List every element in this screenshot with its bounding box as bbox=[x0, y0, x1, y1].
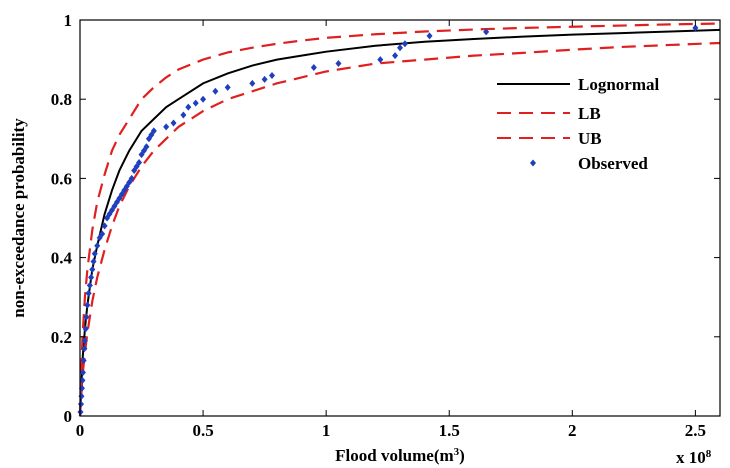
y-tick-label: 0.4 bbox=[51, 249, 73, 268]
observed-point bbox=[150, 127, 157, 135]
observed-point bbox=[170, 119, 177, 127]
x-tick-label: 1 bbox=[322, 421, 331, 440]
observed-point bbox=[180, 111, 187, 119]
observed-point bbox=[483, 28, 490, 36]
observed-point bbox=[101, 222, 108, 230]
series-line-ub bbox=[78, 22, 721, 417]
observed-point bbox=[79, 376, 86, 384]
observed-point bbox=[82, 325, 89, 333]
observed-point bbox=[90, 258, 97, 266]
observed-point bbox=[99, 230, 106, 238]
observed-point bbox=[335, 60, 342, 68]
y-tick-label: 0.8 bbox=[51, 90, 72, 109]
x-axis-label-superscript: 3 bbox=[454, 446, 460, 458]
observed-markers-layer bbox=[77, 24, 699, 416]
x-tick-label: 0 bbox=[76, 421, 85, 440]
observed-point bbox=[128, 174, 135, 182]
observed-point bbox=[136, 159, 143, 167]
ticks-layer: 0 0.5 1 1.5 2 2.5 0 0.2 0.4 0.6 0.8 1 bbox=[51, 11, 720, 440]
observed-point bbox=[401, 40, 408, 48]
legend-label-ub: UB bbox=[578, 129, 602, 148]
series-line-lb bbox=[78, 41, 721, 417]
observed-point bbox=[269, 71, 275, 79]
observed-point bbox=[94, 242, 101, 250]
observed-point bbox=[79, 368, 86, 376]
legend: Lognormal LB UB Observed bbox=[497, 75, 660, 173]
observed-point bbox=[77, 400, 84, 408]
y-tick-label: 1 bbox=[64, 11, 73, 30]
observed-point bbox=[83, 313, 90, 321]
y-axis-label: non-exceedance probability bbox=[9, 118, 28, 318]
x-tick-label: 2 bbox=[568, 421, 577, 440]
y-tick-label: 0 bbox=[64, 407, 73, 426]
observed-point bbox=[310, 64, 317, 72]
observed-point bbox=[163, 123, 170, 131]
series-lines-layer bbox=[78, 22, 721, 417]
x-axis-label: Flood volume(m3) bbox=[335, 446, 465, 465]
observed-point bbox=[85, 289, 92, 297]
observed-point bbox=[200, 95, 207, 103]
x-axis-multiplier-base: x 10 bbox=[676, 448, 706, 467]
observed-point bbox=[261, 75, 268, 83]
observed-point bbox=[397, 44, 403, 52]
x-tick-label: 0.5 bbox=[192, 421, 213, 440]
y-tick-label: 0.2 bbox=[51, 328, 72, 347]
observed-point bbox=[426, 32, 433, 40]
x-axis-multiplier-exponent: 8 bbox=[706, 448, 712, 460]
x-tick-label: 1.5 bbox=[439, 421, 460, 440]
x-tick-label: 2.5 bbox=[685, 421, 706, 440]
observed-point bbox=[249, 79, 256, 87]
y-tick-label: 0.6 bbox=[51, 169, 72, 188]
observed-point bbox=[86, 281, 93, 289]
observed-point bbox=[185, 103, 192, 111]
observed-point bbox=[80, 357, 87, 365]
legend-swatch-observed bbox=[530, 159, 536, 167]
legend-label-observed: Observed bbox=[578, 154, 648, 173]
x-axis-multiplier: x 108 bbox=[676, 448, 712, 467]
observed-point bbox=[78, 392, 85, 400]
x-axis-label-suffix: ) bbox=[459, 446, 465, 465]
x-axis-label-main: Flood volume(m bbox=[335, 446, 454, 465]
observed-point bbox=[392, 52, 399, 60]
legend-label-lb: LB bbox=[578, 104, 601, 123]
legend-label-lognormal: Lognormal bbox=[578, 75, 660, 94]
observed-point bbox=[81, 337, 88, 345]
observed-point bbox=[89, 265, 96, 273]
observed-point bbox=[224, 83, 231, 91]
observed-point bbox=[84, 301, 91, 309]
observed-point bbox=[692, 24, 699, 32]
plot-frame bbox=[79, 19, 721, 417]
observed-point bbox=[212, 87, 219, 95]
observed-point bbox=[192, 99, 199, 107]
observed-point bbox=[143, 143, 150, 151]
series-line-lognormal bbox=[79, 28, 721, 417]
observed-point bbox=[377, 56, 384, 64]
observed-point bbox=[88, 273, 95, 281]
observed-point bbox=[91, 250, 98, 258]
observed-point bbox=[81, 345, 88, 353]
